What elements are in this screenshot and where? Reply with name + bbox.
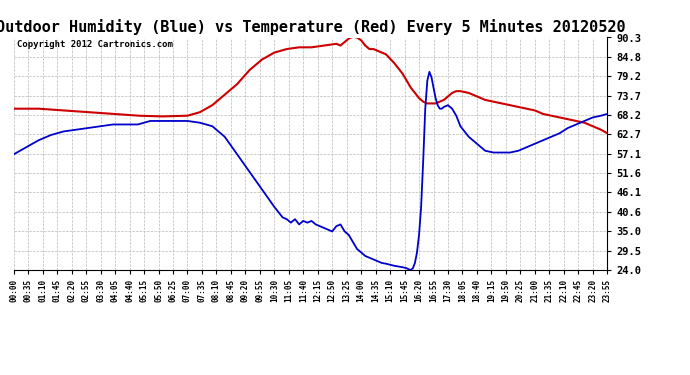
Title: Outdoor Humidity (Blue) vs Temperature (Red) Every 5 Minutes 20120520: Outdoor Humidity (Blue) vs Temperature (…	[0, 19, 625, 35]
Text: Copyright 2012 Cartronics.com: Copyright 2012 Cartronics.com	[17, 40, 172, 49]
